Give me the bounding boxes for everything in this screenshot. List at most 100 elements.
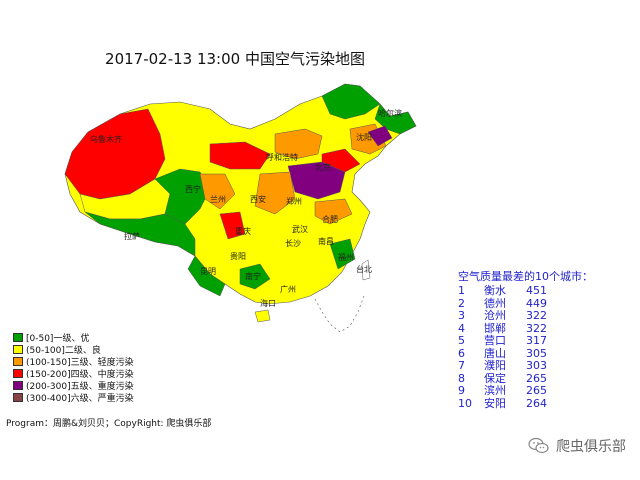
ranking-city: 沧州 — [484, 309, 506, 322]
ranking-rank: 2 — [458, 296, 465, 310]
ranking-row: 4 邯郸 322 — [458, 321, 593, 336]
region-taiwan — [361, 259, 371, 281]
legend-swatch — [13, 380, 23, 390]
region-red-sichuan — [219, 211, 246, 240]
label-haikou: 海口 — [260, 298, 276, 308]
ranking-aqi: 303 — [526, 359, 547, 372]
ranking-row: 10 安阳 264 — [458, 396, 593, 411]
region-qinghai — [154, 168, 211, 225]
label-hohhot: 呼和浩特 — [266, 152, 298, 162]
region-green-guangxi — [239, 263, 271, 290]
legend-item: (50-100]二级、良 — [13, 343, 134, 356]
ranking-title: 空气质量最差的10个城市： — [458, 270, 593, 283]
ranking-city: 衡水 — [484, 284, 506, 297]
legend-item: (150-200]四级、中度污染 — [13, 367, 134, 380]
label-wuhan: 武汉 — [292, 224, 308, 234]
ranking-rank: 10 — [458, 396, 472, 410]
legend-swatch — [13, 356, 23, 366]
label-hefei: 合肥 — [322, 214, 338, 224]
watermark: 爬虫俱乐部 — [528, 436, 626, 456]
legend-label: (300-400]六级、严重污染 — [26, 393, 134, 404]
label-lanzhou: 兰州 — [210, 194, 226, 204]
ranking-row: 1 衡水 451 — [458, 284, 593, 298]
ranking-aqi: 264 — [526, 396, 547, 410]
legend-swatch — [13, 332, 23, 342]
ranking-city: 滨州 — [484, 384, 506, 397]
ranking-rank: 1 — [458, 284, 465, 297]
label-taibei: 台北 — [356, 264, 372, 274]
legend-item: (100-150]三级、轻度污染 — [13, 355, 134, 368]
wechat-icon — [528, 437, 549, 454]
ranking-city: 保定 — [484, 371, 506, 385]
ranking-city: 安阳 — [484, 396, 506, 410]
label-nanchang: 南昌 — [318, 236, 334, 246]
ranking-rank: 4 — [458, 321, 465, 335]
ranking-rank: 9 — [458, 384, 465, 397]
label-zhengzhou: 郑州 — [286, 196, 302, 206]
region-orange-east — [314, 198, 353, 225]
label-kunming: 昆明 — [200, 267, 216, 276]
region-inner-mongolia-green — [321, 83, 381, 120]
ranking-city: 邯郸 — [484, 321, 506, 335]
ranking-aqi: 322 — [526, 309, 547, 322]
ranking-row: 7 濮阳 303 — [458, 359, 593, 373]
legend-label: (150-200]四级、中度污染 — [26, 369, 134, 380]
legend-item: (200-300]五级、重度污染 — [13, 379, 134, 392]
nine-dash-line — [314, 295, 365, 333]
legend-label: [0-50]一级、优 — [26, 333, 90, 344]
label-fuzhou: 福州 — [338, 253, 354, 262]
label-harbin: 哈尔滨 — [378, 108, 402, 118]
ranking-row: 8 保定 265 — [458, 371, 593, 386]
ranking-rank: 5 — [458, 334, 465, 347]
china-map: 乌鲁木齐 呼和浩特 西宁 兰州 拉萨 武汉 长沙 贵阳 广州 海口 北京 哈尔滨… — [60, 74, 460, 334]
worst-cities-ranking: 空气质量最差的10个城市： 1 衡水 451 2 德州 449 3 沧州 322 4 邯郸 322 5 营… — [458, 268, 593, 410]
ranking-city: 营口 — [484, 334, 506, 347]
region-purple-liaoning — [367, 125, 393, 147]
legend-item: [0-50]一级、优 — [13, 331, 134, 344]
ranking-rank: 6 — [458, 346, 465, 360]
china-map-svg: 乌鲁木齐 呼和浩特 西宁 兰州 拉萨 武汉 长沙 贵阳 广州 海口 北京 哈尔滨… — [64, 83, 417, 333]
ranking-city: 德州 — [484, 296, 506, 310]
label-nanning: 南宁 — [245, 271, 261, 281]
region-red-north — [209, 141, 271, 170]
footer-credit: Program：周鹏&刘贝贝；CopyRight: 爬虫俱乐部 — [6, 419, 212, 429]
ranking-row: 6 唐山 305 — [458, 346, 593, 361]
legend-label: (100-150]三级、轻度污染 — [26, 357, 134, 368]
legend-label: (50-100]二级、良 — [26, 345, 101, 356]
label-beijing: 北京 — [315, 162, 331, 172]
ranking-rank: 3 — [458, 309, 465, 322]
region-tibet — [84, 211, 196, 257]
legend-label: (200-300]五级、重度污染 — [26, 381, 134, 392]
label-shenyang: 沈阳 — [356, 132, 372, 142]
map-title: 2017-02-13 13:00 中国空气污染地图 — [105, 50, 365, 68]
ranking-list: 1 衡水 451 2 德州 449 3 沧州 322 4 邯郸 322 5 营口 317 6 唐山 305 7 濮阳 3… — [458, 284, 593, 411]
ranking-row: 3 沧州 322 — [458, 309, 593, 323]
watermark-text: 爬虫俱乐部 — [556, 439, 626, 455]
map-legend: [0-50]一级、优 (50-100]二级、良 (100-150]三级、轻度污染 (1… — [13, 331, 134, 404]
legend-swatch — [13, 392, 23, 402]
ranking-row: 5 营口 317 — [458, 334, 593, 348]
ranking-aqi: 451 — [526, 284, 547, 297]
ranking-row: 9 滨州 265 — [458, 384, 593, 398]
label-lhasa: 拉萨 — [124, 231, 140, 241]
ranking-aqi: 265 — [526, 384, 547, 397]
label-urumqi: 乌鲁木齐 — [90, 134, 122, 144]
label-xian: 西安 — [250, 194, 266, 204]
region-green-south — [187, 255, 226, 297]
region-hainan — [254, 309, 271, 323]
label-guiyang: 贵阳 — [230, 251, 246, 261]
legend-swatch — [13, 368, 23, 378]
legend-swatch — [13, 344, 23, 354]
ranking-aqi: 265 — [526, 371, 547, 385]
region-orange-north — [274, 128, 323, 160]
ranking-aqi: 305 — [526, 346, 547, 360]
legend-item: (300-400]六级、严重污染 — [13, 391, 134, 404]
ranking-city: 唐山 — [484, 346, 506, 360]
ranking-row: 2 德州 449 — [458, 296, 593, 311]
region-red-core — [321, 148, 361, 173]
region-orange-central — [254, 171, 296, 215]
region-green-fujian — [329, 238, 356, 270]
region-orange-west — [199, 173, 236, 210]
label-xining: 西宁 — [185, 184, 201, 194]
label-guangzhou: 广州 — [280, 284, 296, 294]
